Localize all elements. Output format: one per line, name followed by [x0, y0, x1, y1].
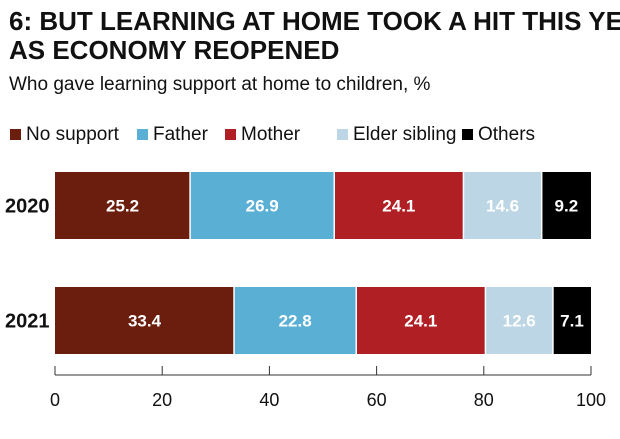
legend-label-others: Others [478, 124, 535, 145]
data-label-2021-no-support: 33.4 [128, 312, 162, 331]
chart-title-line-2: AS ECONOMY REOPENED [9, 35, 339, 65]
bar-2020-father [190, 172, 335, 239]
legend-label-elder-sibling: Elder sibling [353, 124, 457, 145]
x-tick-label-40: 40 [259, 390, 279, 410]
x-tick-label-60: 60 [367, 390, 387, 410]
legend-label-mother: Mother [241, 124, 301, 145]
bar-2020-mother [334, 172, 464, 239]
data-label-2020-no-support: 25.2 [106, 197, 139, 216]
legend-swatch-father [137, 129, 148, 140]
bar-2021-father [234, 287, 357, 354]
x-tick-label-20: 20 [152, 390, 172, 410]
bar-2021-others [552, 287, 591, 354]
category-label-2020: 2020 [5, 196, 50, 218]
legend-swatch-no-support [10, 129, 21, 140]
bar-2021-no-support [55, 287, 235, 354]
x-tick-label-80: 80 [474, 390, 494, 410]
bar-2021-mother [356, 287, 486, 354]
legend-swatch-others [462, 129, 473, 140]
data-label-2020-mother: 24.1 [382, 197, 415, 216]
bar-2021-elder-sibling [485, 287, 553, 354]
bar-2020-others [541, 172, 591, 239]
bars: 2020 25.2 26.9 24.1 14.6 9.2 2021 33.4 22.8 24.1 1… [5, 172, 591, 354]
legend-label-father: Father [153, 124, 209, 145]
legend-swatch-elder-sibling [337, 129, 348, 140]
x-axis: 0 20 40 60 80 100 [50, 366, 606, 410]
data-label-2021-elder-sibling: 12.6 [503, 312, 536, 331]
x-tick-label-100: 100 [576, 390, 606, 410]
data-label-2020-others: 9.2 [555, 197, 579, 216]
data-label-2021-others: 7.1 [560, 312, 584, 331]
data-label-2021-father: 22.8 [279, 312, 312, 331]
category-label-2021: 2021 [5, 311, 50, 333]
chart-title-line-1: 6: BUT LEARNING AT HOME TOOK A HIT THIS … [9, 6, 620, 36]
bar-2020-elder-sibling [463, 172, 542, 239]
data-label-2020-elder-sibling: 14.6 [486, 197, 519, 216]
bar-2020-no-support [55, 172, 191, 239]
legend: No support Father Mother Elder sibling Other… [10, 124, 535, 145]
legend-swatch-mother [225, 129, 236, 140]
x-tick-label-0: 0 [50, 390, 60, 410]
chart-subtitle: Who gave learning support at home to chi… [9, 74, 431, 95]
data-label-2021-mother: 24.1 [404, 312, 437, 331]
data-label-2020-father: 26.9 [246, 197, 279, 216]
legend-label-no-support: No support [26, 124, 120, 145]
